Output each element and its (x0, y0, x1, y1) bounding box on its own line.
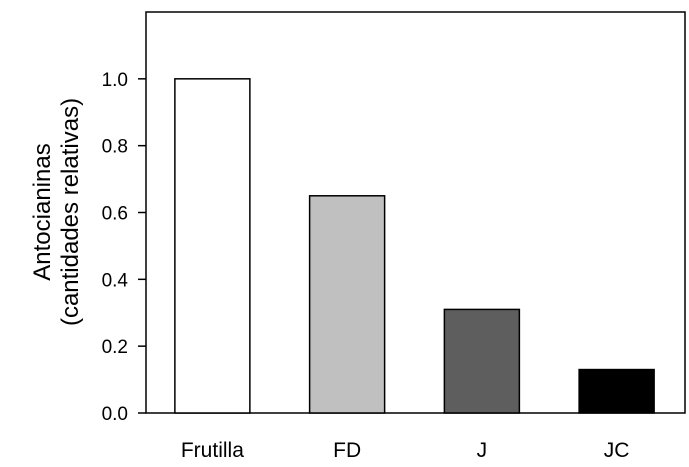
y-tick-label: 0.4 (102, 270, 129, 291)
x-category-label: Frutilla (181, 439, 244, 462)
y-tick-label: 0.6 (102, 204, 128, 225)
x-axis-categories: Frutilla FD J JC (181, 439, 630, 462)
bar-frutilla (174, 78, 251, 414)
y-axis-label-line1: Antocianinas (29, 143, 56, 280)
y-tick-label: 0.8 (102, 137, 128, 158)
bars (174, 78, 655, 414)
y-tick-label: 0.0 (102, 404, 128, 425)
bar-j (443, 308, 521, 414)
y-axis-label-line2: (cantidades relativas) (57, 98, 84, 326)
y-tick-label: 0.2 (102, 337, 128, 358)
y-axis-ticks: 0.0 0.2 0.4 0.6 0.8 1.0 (102, 70, 146, 425)
x-category-label: FD (333, 439, 361, 462)
bar-fd (308, 195, 386, 414)
bar-jc (578, 368, 655, 414)
x-category-label: J (477, 439, 488, 462)
x-category-label: JC (604, 439, 630, 462)
y-tick-label: 1.0 (102, 70, 128, 91)
